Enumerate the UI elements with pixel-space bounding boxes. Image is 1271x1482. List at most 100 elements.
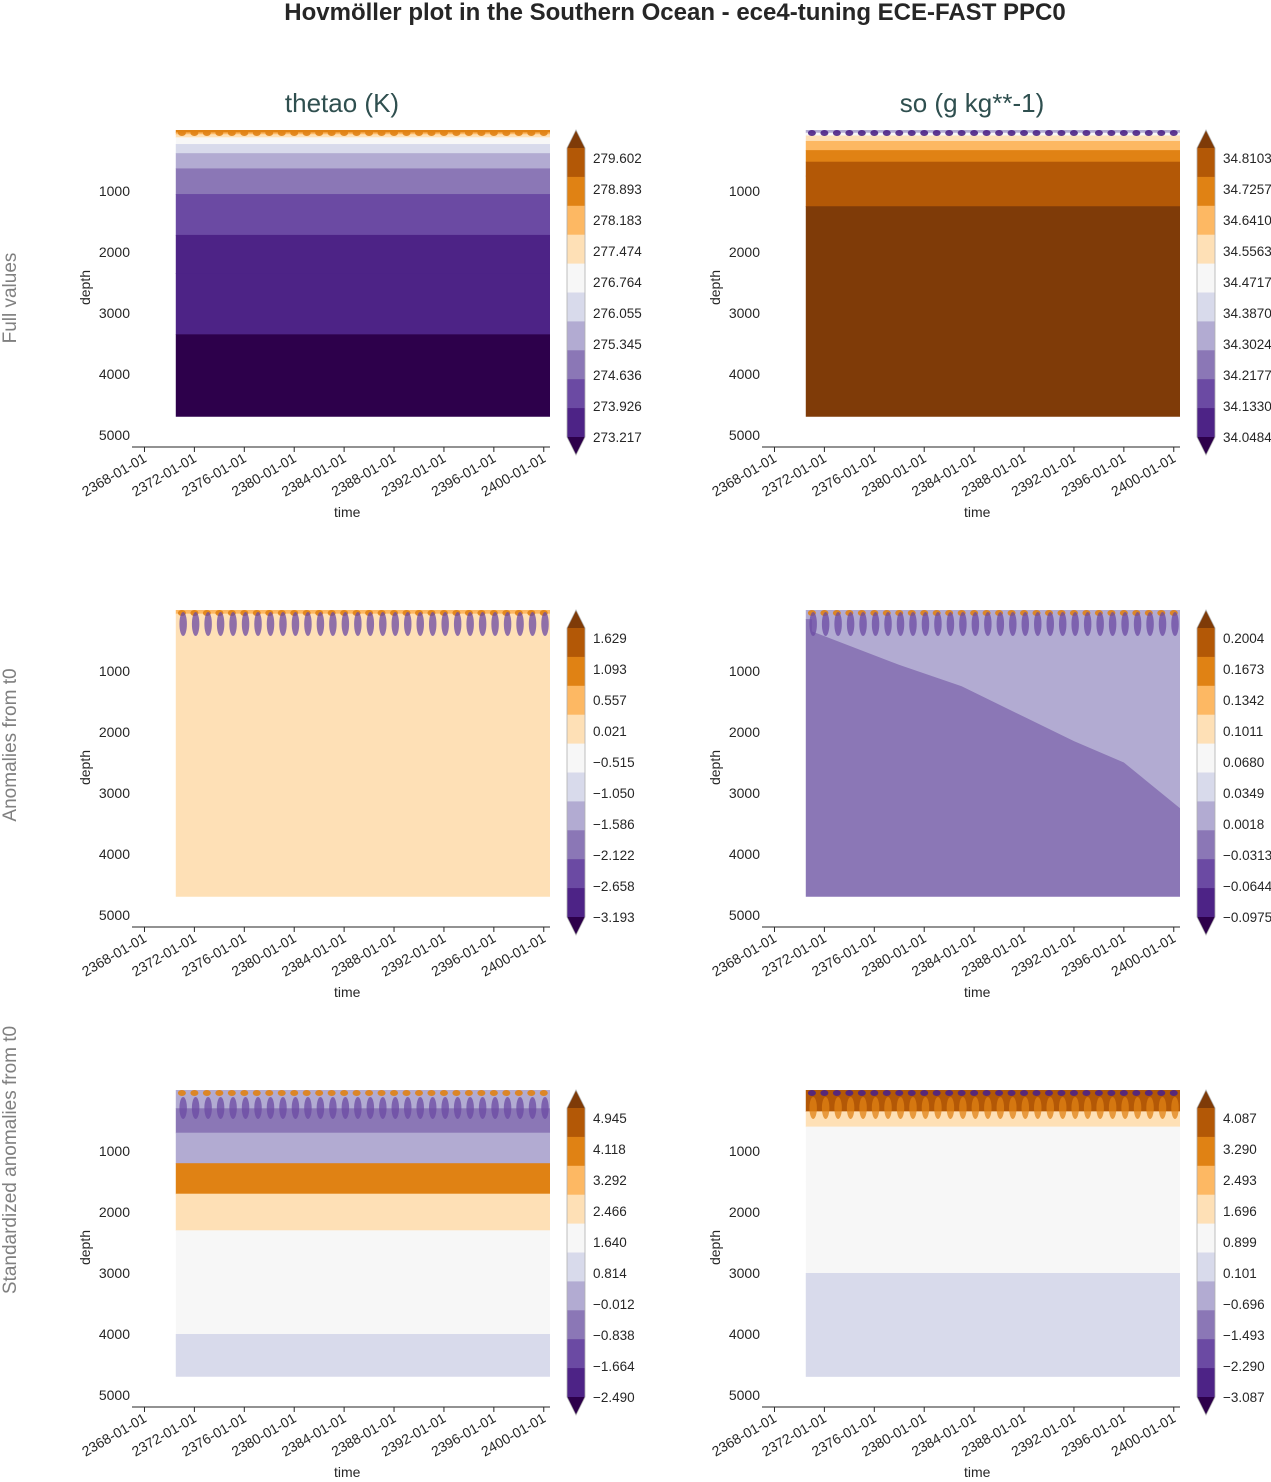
- seasonal-mark: [377, 130, 386, 136]
- colorbar-extend-min: [1197, 1397, 1215, 1415]
- seasonal-mark: [252, 130, 261, 136]
- colorbar-band: [1197, 714, 1215, 745]
- contour-band: [175, 273, 551, 335]
- seasonal-mark: [882, 130, 891, 136]
- seasonal-mark: [464, 1090, 473, 1096]
- seasonal-mark: [428, 1097, 437, 1119]
- colorbar-extend-min: [567, 917, 585, 935]
- seasonal-mark: [365, 130, 374, 136]
- seasonal-mark: [1121, 1097, 1129, 1119]
- colorbar-band: [1197, 1368, 1215, 1398]
- colorbar-tick-label: 34.7257: [1223, 182, 1271, 197]
- seasonal-mark: [191, 612, 200, 636]
- colorbar-band: [1197, 859, 1215, 889]
- y-axis: 1000 2000 3000 4000 5000 depth: [707, 183, 760, 443]
- seasonal-mark: [477, 130, 486, 136]
- seasonal-mark: [491, 1097, 499, 1119]
- colorbar-outline: [1196, 129, 1216, 456]
- seasonal-mark: [216, 612, 225, 636]
- seasonal-mark: [327, 130, 336, 136]
- colorbar-band: [567, 321, 585, 351]
- seasonal-mark: [215, 130, 224, 136]
- colorbar-tick-label: 0.557: [593, 693, 627, 708]
- contour-band: [175, 234, 551, 274]
- colorbar-outline: [1196, 1089, 1216, 1416]
- column-title-so: so (g kg**-1): [900, 88, 1045, 118]
- seasonal-mark: [315, 130, 324, 136]
- seasonal-mark: [1133, 612, 1142, 636]
- colorbar-band: [567, 1136, 585, 1167]
- seasonal-mark: [859, 612, 867, 636]
- seasonal-mark: [1021, 1097, 1030, 1119]
- colorbar-band: [567, 1194, 585, 1225]
- x-axis: 2368-01-012372-01-012376-01-012380-01-01…: [709, 926, 1180, 979]
- colorbar-tick-label: −2.658: [593, 879, 635, 894]
- x-axis: 2368-01-012372-01-012376-01-012380-01-01…: [709, 446, 1180, 499]
- y-axis: 1000 2000 3000 4000 5000 depth: [77, 183, 130, 443]
- seasonal-mark: [1057, 130, 1066, 136]
- seasonal-mark: [402, 130, 411, 136]
- colorbar-tick-label: 0.899: [1223, 1235, 1257, 1250]
- seasonal-mark: [366, 1097, 375, 1119]
- y-tick-label: 3000: [99, 305, 130, 321]
- x-axis: 2368-01-012372-01-012376-01-012380-01-01…: [79, 1406, 550, 1459]
- seasonal-mark: [971, 612, 980, 636]
- seasonal-mark: [390, 130, 399, 136]
- seasonal-mark: [882, 1090, 891, 1096]
- seasonal-mark: [427, 130, 436, 136]
- y-axis-label: depth: [707, 750, 723, 785]
- contour-band: [175, 144, 551, 154]
- seasonal-mark: [365, 1090, 374, 1096]
- colorbar-band: [1197, 408, 1215, 438]
- seasonal-mark: [315, 1090, 324, 1096]
- colorbar-band: [567, 148, 585, 178]
- x-axis-label: time: [964, 984, 991, 1000]
- seasonal-mark: [202, 130, 211, 136]
- seasonal-mark: [478, 612, 487, 636]
- seasonal-mark: [204, 612, 212, 636]
- colorbar-band: [567, 1108, 585, 1138]
- y-tick-label: 4000: [99, 1326, 130, 1342]
- seasonal-mark: [441, 612, 449, 636]
- colorbar-tick-label: 278.893: [593, 182, 642, 197]
- colorbar-band: [567, 350, 585, 380]
- seasonal-mark: [957, 1090, 966, 1096]
- seasonal-mark: [229, 612, 237, 636]
- x-axis-label: time: [334, 984, 361, 1000]
- seasonal-mark: [277, 130, 286, 136]
- colorbar: 34.8103 34.7257 34.6410 34.5563 34.4717 34.38…: [1196, 129, 1271, 456]
- seasonal-mark: [896, 612, 905, 636]
- colorbar-tick-label: 34.0484: [1223, 430, 1271, 445]
- colorbar-tick-label: 34.3024: [1223, 337, 1271, 352]
- seasonal-mark: [252, 1090, 261, 1096]
- y-tick-label: 1000: [729, 183, 760, 199]
- seasonal-mark: [970, 130, 979, 136]
- colorbar-band: [1197, 148, 1215, 178]
- seasonal-mark: [491, 612, 499, 636]
- seasonal-mark: [1069, 1090, 1078, 1096]
- contour-band: [805, 132, 1180, 137]
- colorbar-band: [1197, 743, 1215, 773]
- colorbar-tick-label: 34.2177: [1223, 368, 1271, 383]
- seasonal-mark: [1157, 130, 1166, 136]
- seasonal-mark: [1009, 612, 1017, 636]
- seasonal-mark: [452, 130, 461, 136]
- seasonal-mark: [1171, 612, 1179, 636]
- seasonal-mark: [1020, 1090, 1029, 1096]
- seasonal-mark: [1094, 130, 1103, 136]
- colorbar-band: [1197, 628, 1215, 658]
- seasonal-mark: [539, 130, 548, 136]
- seasonal-mark: [241, 1097, 250, 1119]
- panel-p20: 2368-01-012372-01-012376-01-012380-01-01…: [77, 1089, 635, 1480]
- colorbar-band: [567, 234, 585, 265]
- panel-p21: 2368-01-012372-01-012376-01-012380-01-01…: [707, 1089, 1265, 1480]
- seasonal-mark: [527, 1090, 536, 1096]
- seasonal-mark: [453, 612, 462, 636]
- seasonal-mark: [190, 1090, 199, 1096]
- seasonal-mark: [241, 612, 250, 636]
- seasonal-mark: [502, 1090, 511, 1096]
- seasonal-mark: [404, 612, 412, 636]
- seasonal-mark: [871, 612, 880, 636]
- colorbar-tick-label: 0.021: [593, 724, 627, 739]
